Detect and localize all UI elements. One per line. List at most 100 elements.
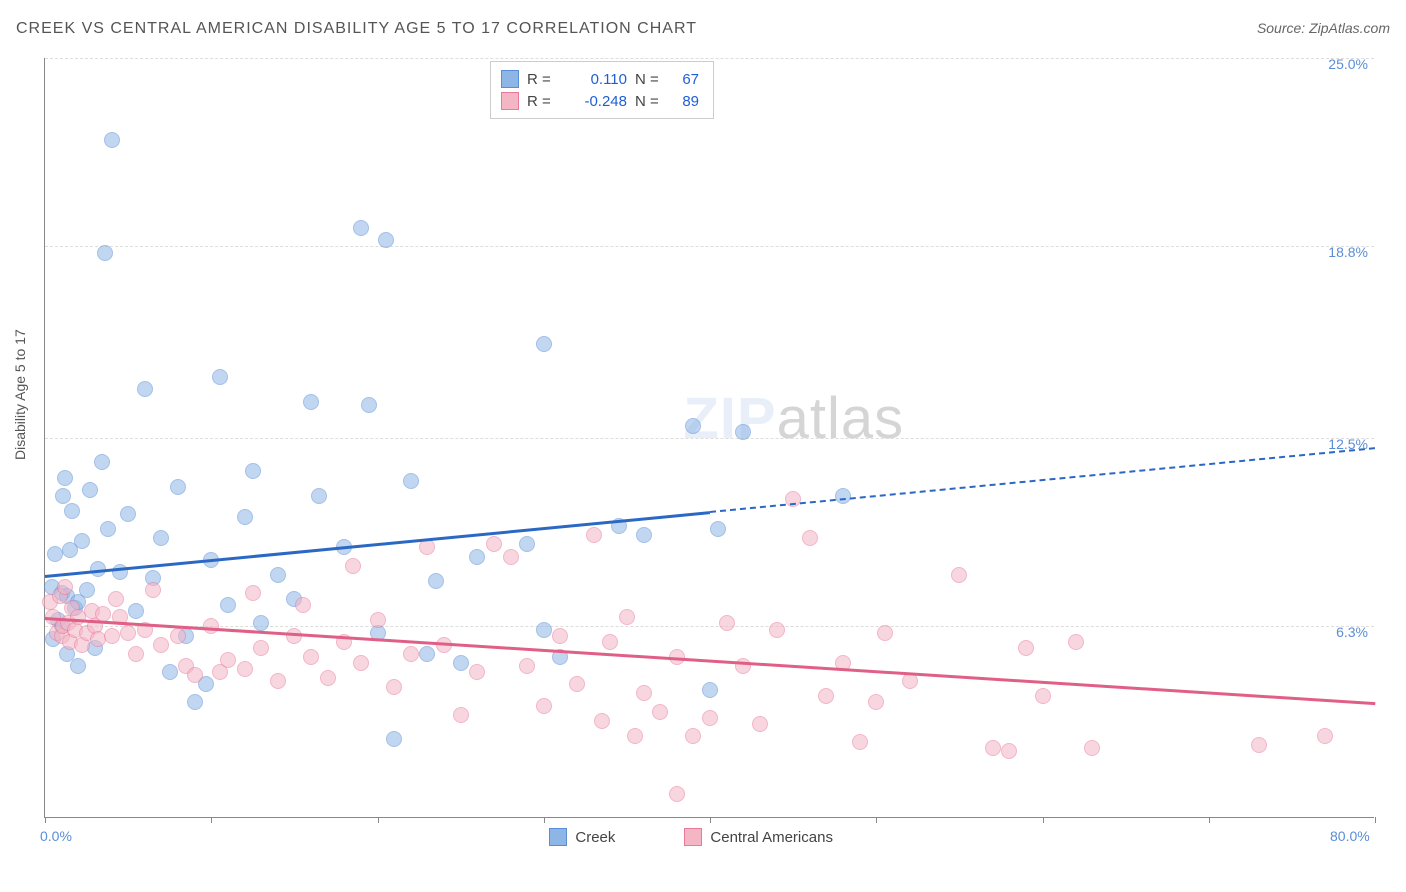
legend-r-label: R = (527, 93, 557, 110)
data-point (311, 488, 327, 504)
data-point (602, 634, 618, 650)
data-point (303, 649, 319, 665)
data-point (47, 546, 63, 562)
legend-r-value: 0.110 (565, 71, 627, 88)
legend-r-value: -0.248 (565, 93, 627, 110)
legend-series-name: Central Americans (710, 829, 833, 846)
legend-swatch (501, 92, 519, 110)
data-point (74, 533, 90, 549)
data-point (94, 454, 110, 470)
data-point (170, 628, 186, 644)
data-point (818, 688, 834, 704)
data-point (627, 728, 643, 744)
data-point (82, 482, 98, 498)
data-point (70, 658, 86, 674)
data-point (519, 658, 535, 674)
data-point (64, 503, 80, 519)
data-point (636, 527, 652, 543)
data-point (951, 567, 967, 583)
data-point (1018, 640, 1034, 656)
data-point (162, 664, 178, 680)
data-point (100, 521, 116, 537)
data-point (735, 424, 751, 440)
x-tick-label: 0.0% (40, 828, 72, 844)
data-point (245, 585, 261, 601)
data-point (752, 716, 768, 732)
data-point (652, 704, 668, 720)
legend-swatch (549, 828, 567, 846)
data-point (295, 597, 311, 613)
data-point (685, 728, 701, 744)
data-point (536, 622, 552, 638)
data-point (120, 625, 136, 641)
data-point (453, 655, 469, 671)
data-point (453, 707, 469, 723)
data-point (469, 664, 485, 680)
data-point (220, 652, 236, 668)
legend-n-label: N = (635, 93, 665, 110)
data-point (702, 682, 718, 698)
data-point (378, 232, 394, 248)
y-tick-label: 6.3% (1314, 624, 1368, 640)
data-point (1084, 740, 1100, 756)
data-point (57, 579, 73, 595)
legend-row: R = -0.248 N = 89 (501, 90, 699, 112)
data-point (345, 558, 361, 574)
data-point (112, 564, 128, 580)
data-point (835, 488, 851, 504)
trend-line (710, 447, 1375, 513)
data-point (486, 536, 502, 552)
x-tick (876, 817, 877, 823)
data-point (1068, 634, 1084, 650)
data-point (220, 597, 236, 613)
data-point (79, 582, 95, 598)
gridline (45, 58, 1374, 59)
data-point (153, 530, 169, 546)
data-point (270, 567, 286, 583)
x-tick (544, 817, 545, 823)
x-tick (1209, 817, 1210, 823)
data-point (386, 679, 402, 695)
data-point (636, 685, 652, 701)
x-tick (1043, 817, 1044, 823)
data-point (852, 734, 868, 750)
data-point (237, 509, 253, 525)
data-point (1317, 728, 1333, 744)
data-point (237, 661, 253, 677)
x-tick (710, 817, 711, 823)
data-point (710, 521, 726, 537)
legend-n-value: 89 (673, 93, 699, 110)
legend-row: R =0.110N =67 (501, 68, 699, 90)
data-point (104, 628, 120, 644)
scatter-plot-area: ZIPatlas R =0.110N =67R =-0.248N =89 (44, 58, 1374, 818)
legend-swatch (501, 70, 519, 88)
data-point (985, 740, 1001, 756)
data-point (55, 488, 71, 504)
watermark-suffix: atlas (777, 386, 905, 451)
data-point (153, 637, 169, 653)
data-point (719, 615, 735, 631)
gridline (45, 438, 1374, 439)
data-point (270, 673, 286, 689)
data-point (212, 369, 228, 385)
data-point (802, 530, 818, 546)
data-point (108, 591, 124, 607)
trend-line (45, 511, 710, 578)
data-point (386, 731, 402, 747)
data-point (702, 710, 718, 726)
data-point (586, 527, 602, 543)
legend-series-name: Creek (575, 829, 615, 846)
gridline (45, 246, 1374, 247)
data-point (1001, 743, 1017, 759)
data-point (877, 625, 893, 641)
data-point (187, 694, 203, 710)
data-point (1251, 737, 1267, 753)
legend-n-label: N = (635, 71, 665, 88)
data-point (536, 698, 552, 714)
legend-r-label: R = (527, 71, 557, 88)
data-point (128, 646, 144, 662)
data-point (685, 418, 701, 434)
data-point (128, 603, 144, 619)
data-point (170, 479, 186, 495)
gridline (45, 626, 1374, 627)
